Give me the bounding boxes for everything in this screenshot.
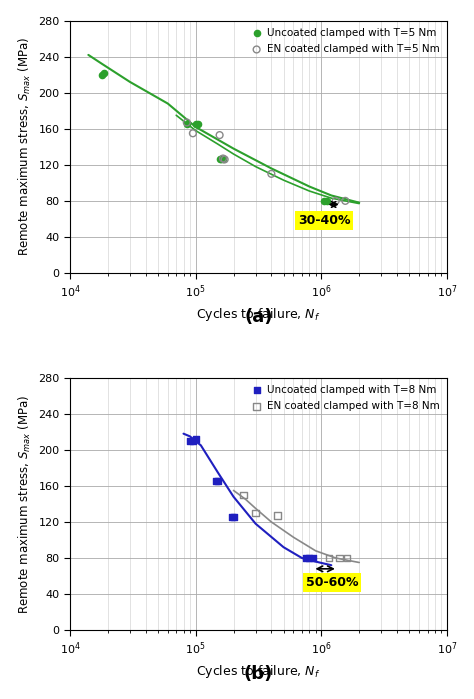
EN coated clamped with T=8 Nm bbox=[325, 552, 333, 563]
Uncoated clamped with T=5 Nm bbox=[320, 195, 328, 206]
Uncoated clamped with T=8 Nm bbox=[228, 511, 236, 522]
Uncoated clamped with T=5 Nm bbox=[183, 119, 191, 130]
EN coated clamped with T=5 Nm bbox=[183, 117, 191, 128]
Uncoated clamped with T=5 Nm bbox=[194, 119, 202, 130]
Text: 30-40%: 30-40% bbox=[298, 214, 350, 227]
EN coated clamped with T=8 Nm bbox=[343, 552, 351, 563]
Uncoated clamped with T=8 Nm bbox=[186, 435, 194, 447]
X-axis label: Cycles to failure, $N_f$: Cycles to failure, $N_f$ bbox=[196, 305, 321, 322]
EN coated clamped with T=8 Nm bbox=[274, 510, 282, 521]
EN coated clamped with T=8 Nm bbox=[336, 552, 344, 563]
EN coated clamped with T=5 Nm bbox=[189, 128, 197, 139]
EN coated clamped with T=5 Nm bbox=[332, 195, 339, 206]
EN coated clamped with T=5 Nm bbox=[221, 154, 228, 165]
EN coated clamped with T=8 Nm bbox=[252, 507, 259, 519]
Uncoated clamped with T=5 Nm bbox=[218, 154, 225, 165]
Uncoated clamped with T=5 Nm bbox=[216, 154, 223, 165]
Uncoated clamped with T=5 Nm bbox=[98, 69, 106, 80]
Uncoated clamped with T=8 Nm bbox=[302, 552, 310, 563]
Legend: Uncoated clamped with T=8 Nm, EN coated clamped with T=8 Nm: Uncoated clamped with T=8 Nm, EN coated … bbox=[246, 381, 444, 415]
Uncoated clamped with T=8 Nm bbox=[214, 476, 222, 487]
Uncoated clamped with T=8 Nm bbox=[309, 552, 316, 563]
EN coated clamped with T=8 Nm bbox=[240, 489, 247, 500]
Uncoated clamped with T=8 Nm bbox=[305, 552, 313, 563]
Y-axis label: Remote maximum stress, $S_{max}$ (MPa): Remote maximum stress, $S_{max}$ (MPa) bbox=[17, 37, 33, 257]
Uncoated clamped with T=5 Nm bbox=[219, 154, 227, 165]
EN coated clamped with T=5 Nm bbox=[219, 153, 227, 164]
Uncoated clamped with T=5 Nm bbox=[100, 67, 108, 78]
EN coated clamped with T=5 Nm bbox=[216, 129, 223, 140]
Uncoated clamped with T=8 Nm bbox=[212, 476, 220, 487]
Y-axis label: Remote maximum stress, $S_{max}$ (MPa): Remote maximum stress, $S_{max}$ (MPa) bbox=[17, 394, 33, 614]
Text: (a): (a) bbox=[244, 308, 273, 326]
Text: (b): (b) bbox=[244, 665, 273, 684]
X-axis label: Cycles to failure, $N_f$: Cycles to failure, $N_f$ bbox=[196, 663, 321, 679]
Uncoated clamped with T=8 Nm bbox=[189, 435, 197, 447]
EN coated clamped with T=5 Nm bbox=[341, 195, 349, 206]
Uncoated clamped with T=5 Nm bbox=[323, 195, 330, 206]
Uncoated clamped with T=8 Nm bbox=[192, 433, 200, 445]
Uncoated clamped with T=5 Nm bbox=[192, 119, 200, 130]
EN coated clamped with T=5 Nm bbox=[267, 168, 275, 180]
Text: 50-60%: 50-60% bbox=[306, 576, 358, 589]
Uncoated clamped with T=8 Nm bbox=[230, 511, 237, 522]
Legend: Uncoated clamped with T=5 Nm, EN coated clamped with T=5 Nm: Uncoated clamped with T=5 Nm, EN coated … bbox=[246, 24, 444, 59]
